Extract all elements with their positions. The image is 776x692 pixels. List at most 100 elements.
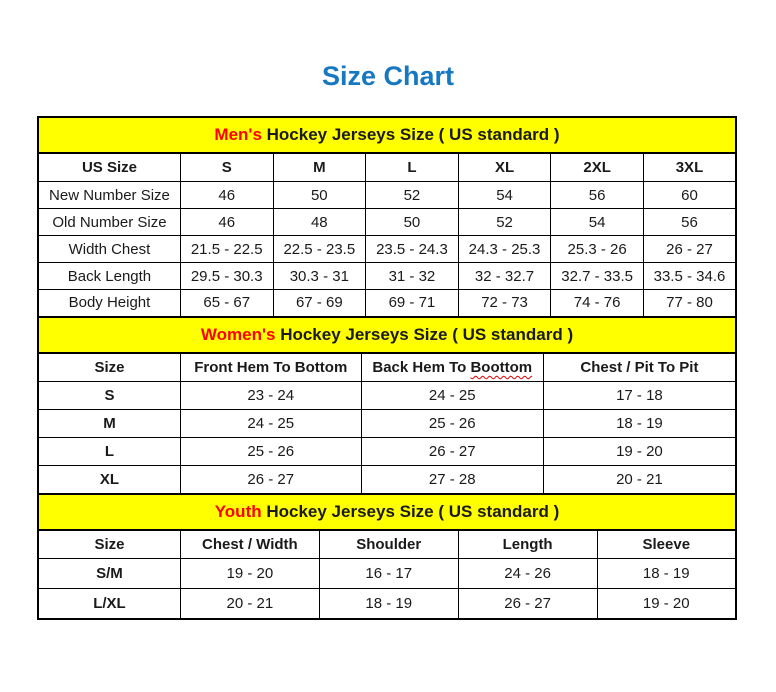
size-value-cell: 31 - 32: [365, 262, 459, 291]
size-value-cell: 25 - 26: [360, 409, 544, 439]
size-value-cell: 26 - 27: [457, 588, 598, 620]
table-row: XL 26 - 27 27 - 28 20 - 21: [37, 465, 737, 495]
men-col-header: US Size: [37, 152, 181, 183]
youth-size-table: Youth Hockey Jerseys Size ( US standard …: [37, 492, 737, 620]
womens-table-title: Women's Hockey Jerseys Size ( US standar…: [37, 315, 737, 354]
size-value-cell: 21.5 - 22.5: [179, 235, 274, 264]
size-value-cell: 60: [642, 181, 737, 210]
table-row: S/M 19 - 20 16 - 17 24 - 26 18 - 19: [37, 558, 737, 590]
youth-col-header: Length: [457, 529, 598, 560]
size-value-cell: 52: [365, 181, 459, 210]
size-value-cell: 52: [457, 208, 552, 237]
size-value-cell: 24 - 26: [457, 558, 598, 590]
size-value-cell: 27 - 28: [360, 465, 544, 495]
size-value-cell: 22.5 - 23.5: [272, 235, 367, 264]
size-value-cell: 56: [550, 181, 644, 210]
size-value-cell: 48: [272, 208, 367, 237]
size-value-cell: 32.7 - 33.5: [550, 262, 644, 291]
page-title: Size Chart: [321, 61, 455, 91]
size-value-cell: 32 - 32.7: [457, 262, 552, 291]
size-value-cell: 19 - 20: [596, 588, 737, 620]
size-value-cell: 30.3 - 31: [272, 262, 367, 291]
mens-size-table: Men's Hockey Jerseys Size ( US standard …: [37, 115, 737, 318]
women-row-label: L: [37, 437, 181, 467]
youth-col-header: Chest / Width: [179, 529, 320, 560]
size-value-cell: 24 - 25: [179, 409, 362, 439]
size-chart-tables: Men's Hockey Jerseys Size ( US standard …: [37, 115, 737, 620]
table-row: S 23 - 24 24 - 25 17 - 18: [37, 381, 737, 411]
size-value-cell: 50: [365, 208, 459, 237]
size-value-cell: 20 - 21: [542, 465, 737, 495]
table-row: Women's Hockey Jerseys Size ( US standar…: [37, 315, 737, 354]
women-col-header: Chest / Pit To Pit: [542, 352, 737, 383]
size-value-cell: 23.5 - 24.3: [365, 235, 459, 264]
mens-title-highlight: Men's: [214, 124, 262, 144]
table-row: Men's Hockey Jerseys Size ( US standard …: [37, 115, 737, 154]
women-row-label: M: [37, 409, 181, 439]
size-value-cell: 69 - 71: [365, 289, 459, 318]
size-value-cell: 25 - 26: [179, 437, 362, 467]
size-value-cell: 18 - 19: [318, 588, 459, 620]
misspelled-word-underline: Boottom: [470, 358, 533, 376]
women-col-header: Size: [37, 352, 181, 383]
size-value-cell: 26 - 27: [642, 235, 737, 264]
table-row: Size Front Hem To Bottom Back Hem To Boo…: [37, 352, 737, 383]
size-value-cell: 72 - 73: [457, 289, 552, 318]
size-value-cell: 20 - 21: [179, 588, 320, 620]
youth-row-label: L/XL: [37, 588, 181, 620]
table-row: Back Length 29.5 - 30.3 30.3 - 31 31 - 3…: [37, 262, 737, 291]
size-value-cell: 26 - 27: [179, 465, 362, 495]
youth-row-label: S/M: [37, 558, 181, 590]
table-row: New Number Size 46 50 52 54 56 60: [37, 181, 737, 210]
men-row-label: New Number Size: [37, 181, 181, 210]
men-row-label: Old Number Size: [37, 208, 181, 237]
womens-title-rest: Hockey Jerseys Size ( US standard ): [275, 324, 574, 344]
table-row: Width Chest 21.5 - 22.5 22.5 - 23.5 23.5…: [37, 235, 737, 264]
table-row: US Size S M L XL 2XL 3XL: [37, 152, 737, 183]
size-value-cell: 18 - 19: [596, 558, 737, 590]
youth-col-header: Sleeve: [596, 529, 737, 560]
men-col-header: L: [365, 152, 459, 183]
women-col-header-back-hem: Back Hem To Boottom: [360, 352, 544, 383]
size-value-cell: 50: [272, 181, 367, 210]
youth-table-title: Youth Hockey Jerseys Size ( US standard …: [37, 492, 737, 531]
size-value-cell: 65 - 67: [179, 289, 274, 318]
size-value-cell: 24 - 25: [360, 381, 544, 411]
mens-table-title: Men's Hockey Jerseys Size ( US standard …: [37, 115, 737, 154]
men-row-label: Body Height: [37, 289, 181, 318]
table-row: L/XL 20 - 21 18 - 19 26 - 27 19 - 20: [37, 588, 737, 620]
size-value-cell: 33.5 - 34.6: [642, 262, 737, 291]
back-hem-prefix: Back Hem To: [372, 358, 471, 376]
size-value-cell: 46: [179, 208, 274, 237]
men-col-header: 3XL: [642, 152, 737, 183]
size-value-cell: 25.3 - 26: [550, 235, 644, 264]
table-row: M 24 - 25 25 - 26 18 - 19: [37, 409, 737, 439]
size-value-cell: 23 - 24: [179, 381, 362, 411]
youth-col-header: Shoulder: [318, 529, 459, 560]
size-value-cell: 67 - 69: [272, 289, 367, 318]
size-value-cell: 54: [550, 208, 644, 237]
size-value-cell: 46: [179, 181, 274, 210]
youth-title-highlight: Youth: [214, 501, 262, 521]
size-value-cell: 29.5 - 30.3: [179, 262, 274, 291]
mens-title-rest: Hockey Jerseys Size ( US standard ): [261, 124, 560, 144]
size-value-cell: 74 - 76: [550, 289, 644, 318]
size-value-cell: 24.3 - 25.3: [457, 235, 552, 264]
table-row: L 25 - 26 26 - 27 19 - 20: [37, 437, 737, 467]
table-row: Body Height 65 - 67 67 - 69 69 - 71 72 -…: [37, 289, 737, 318]
size-value-cell: 56: [642, 208, 737, 237]
size-value-cell: 19 - 20: [179, 558, 320, 590]
men-col-header: XL: [457, 152, 552, 183]
men-col-header: S: [179, 152, 274, 183]
men-col-header: M: [272, 152, 367, 183]
size-value-cell: 17 - 18: [542, 381, 737, 411]
size-value-cell: 77 - 80: [642, 289, 737, 318]
men-row-label: Back Length: [37, 262, 181, 291]
table-row: Youth Hockey Jerseys Size ( US standard …: [37, 492, 737, 531]
youth-col-header: Size: [37, 529, 181, 560]
women-row-label: XL: [37, 465, 181, 495]
womens-size-table: Women's Hockey Jerseys Size ( US standar…: [37, 315, 737, 495]
size-value-cell: 19 - 20: [542, 437, 737, 467]
size-value-cell: 26 - 27: [360, 437, 544, 467]
youth-title-rest: Hockey Jerseys Size ( US standard ): [261, 501, 560, 521]
